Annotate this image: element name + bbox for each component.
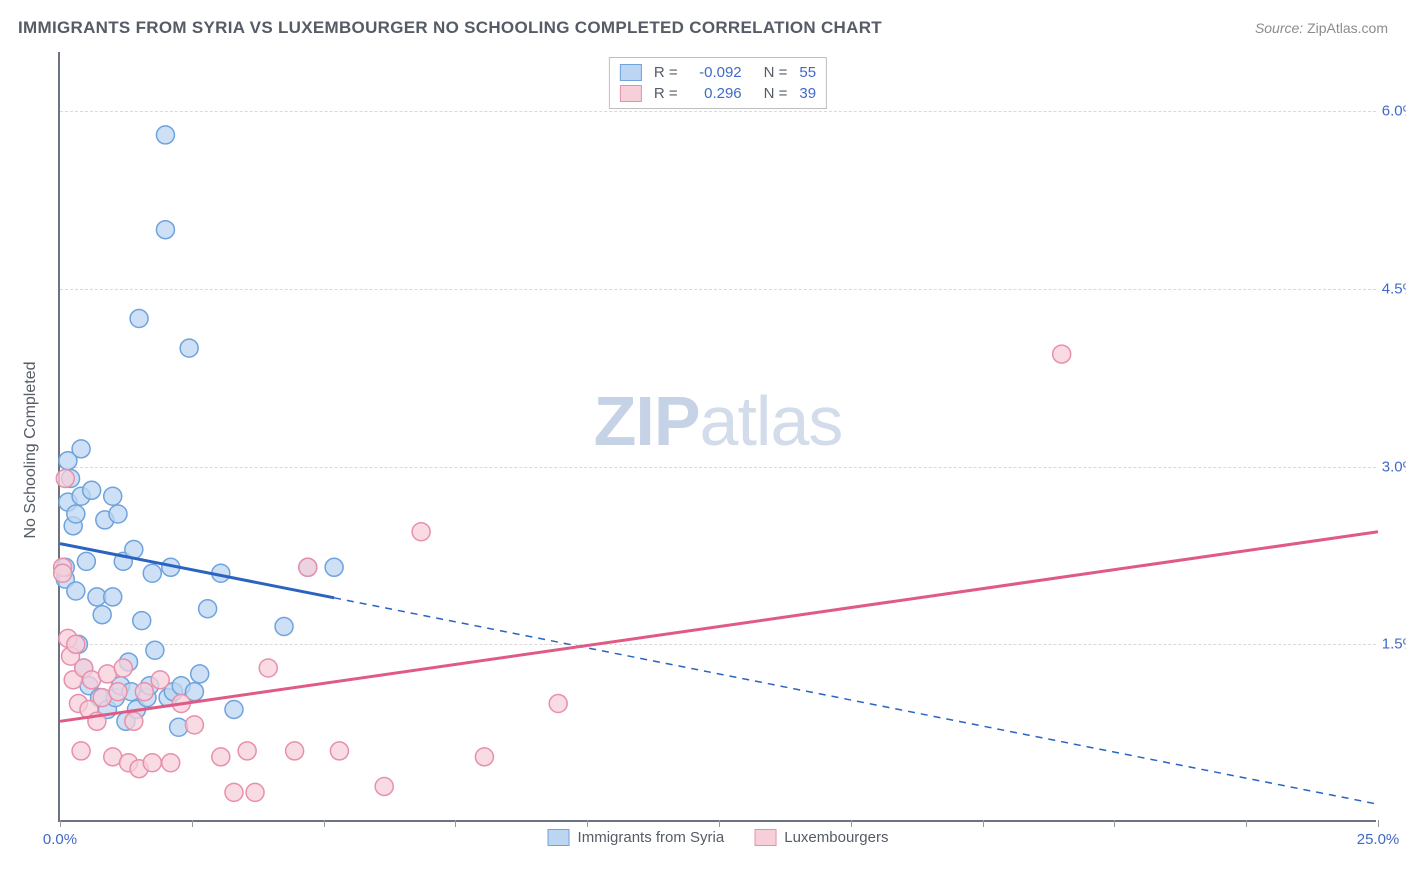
legend-item-0: Immigrants from Syria <box>548 829 725 846</box>
scatter-plot-svg <box>60 52 1376 820</box>
chart-title: IMMIGRANTS FROM SYRIA VS LUXEMBOURGER NO… <box>18 18 882 38</box>
legend-swatch-0 <box>620 64 642 81</box>
legend-swatch-1 <box>620 85 642 102</box>
xtick-label: 0.0% <box>43 831 77 848</box>
legend-series: Immigrants from Syria Luxembourgers <box>548 829 889 846</box>
source-attribution: Source: ZipAtlas.com <box>1255 20 1388 36</box>
source-label: Source: <box>1255 20 1303 36</box>
legend-swatch-b0 <box>548 829 570 846</box>
legend-stats: R = -0.092 N = 55 R = 0.296 N = 39 <box>609 57 827 109</box>
chart-plot-area: ZIPatlas R = -0.092 N = 55 R = 0.296 N =… <box>58 52 1376 822</box>
y-axis-label: No Schooling Completed <box>22 362 40 539</box>
legend-stats-row-0: R = -0.092 N = 55 <box>620 62 816 83</box>
legend-swatch-b1 <box>754 829 776 846</box>
source-value: ZipAtlas.com <box>1307 20 1388 36</box>
legend-item-1: Luxembourgers <box>754 829 888 846</box>
xtick-label: 25.0% <box>1357 831 1400 848</box>
legend-stats-row-1: R = 0.296 N = 39 <box>620 83 816 104</box>
